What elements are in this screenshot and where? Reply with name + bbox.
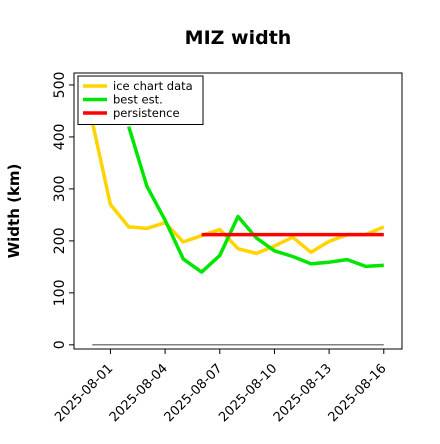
plot-area: [90, 120, 385, 346]
legend-label: best est.: [113, 93, 163, 107]
legend-label: persistence: [113, 106, 180, 120]
y-axis-label: Width (km): [5, 164, 23, 259]
y-tick-label: 0: [52, 340, 68, 349]
y-tick-label: 200: [52, 228, 68, 255]
y-tick-label: 500: [52, 72, 68, 99]
series-line-best-est-: [127, 125, 384, 274]
plot-frame: [73, 72, 403, 350]
y-tick-label: 400: [52, 124, 68, 151]
series-line-ice-chart-data: [90, 120, 385, 256]
legend-label: ice chart data: [113, 79, 193, 93]
x-axis: 2025-08-012025-08-042025-08-072025-08-10…: [52, 349, 390, 425]
x-tick-label: 2025-08-16: [326, 361, 390, 425]
y-tick-label: 300: [52, 176, 68, 203]
y-axis: 0 100 200 300 400 500: [52, 72, 74, 349]
y-tick-label: 100: [52, 279, 68, 306]
chart-title: MIZ width: [185, 27, 292, 49]
